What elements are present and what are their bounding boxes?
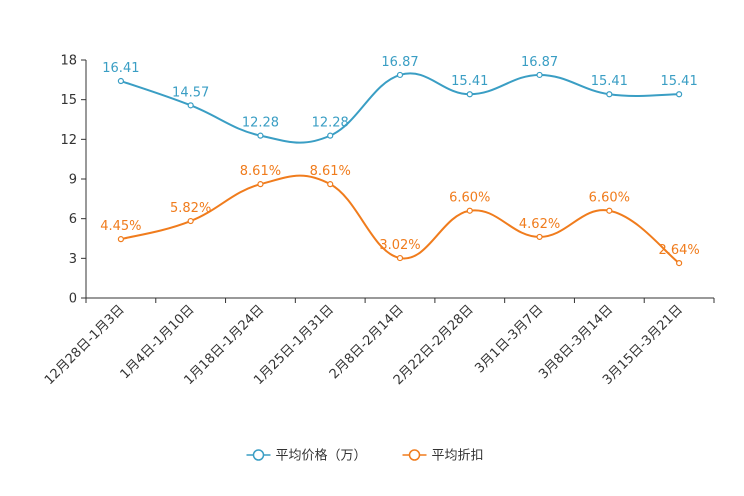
data-point [257, 181, 264, 188]
data-label: 4.45% [100, 219, 141, 234]
data-label: 6.60% [449, 191, 490, 206]
x-category-label: 12月28日-1月3日 [42, 302, 128, 388]
y-tick-label: 0 [69, 292, 77, 307]
data-point [117, 236, 124, 243]
data-point [257, 132, 264, 139]
x-category-label: 2月8日-2月14日 [327, 302, 407, 382]
data-label: 12.28 [312, 116, 349, 131]
series-2: 4.45% 5.82% 8.61% 8.61% 3.02% 6.60% 4.62% 6.60%… [100, 164, 700, 267]
data-label: 8.61% [240, 164, 281, 179]
data-point [466, 91, 473, 98]
y-tick-label: 18 [60, 54, 77, 69]
data-label: 4.62% [519, 217, 560, 232]
data-point [327, 132, 334, 139]
data-point [117, 77, 124, 85]
data-point [676, 91, 683, 98]
data-label: 5.82% [170, 201, 211, 216]
data-label: 14.57 [172, 85, 209, 100]
data-point [466, 207, 473, 214]
data-point [606, 207, 613, 214]
data-label: 15.41 [591, 74, 628, 89]
data-point [396, 254, 404, 262]
x-category-label: 1月4日-1月10日 [118, 302, 198, 382]
data-point [536, 71, 543, 79]
data-point [606, 91, 613, 98]
legend-label: 平均价格（万） [276, 448, 367, 464]
legend-label: 平均折扣 [432, 449, 484, 464]
y-tick-label: 9 [69, 173, 77, 188]
data-point [536, 233, 543, 241]
legend-item-1[interactable]: 平均价格（万） [246, 448, 367, 464]
data-label: 15.41 [661, 74, 698, 89]
series-layer: 16.41 14.57 12.28 12.28 16.87 15.41 16.87 15.41… [100, 55, 700, 267]
y-tick-label: 6 [69, 212, 77, 227]
legend[interactable]: 平均价格（万） 平均折扣 [246, 448, 484, 464]
data-point [327, 181, 334, 188]
data-label: 8.61% [310, 164, 351, 179]
legend-marker-icon [252, 449, 265, 461]
data-label: 16.87 [381, 55, 418, 70]
legend-item-2[interactable]: 平均折扣 [402, 449, 484, 464]
data-label: 6.60% [589, 191, 630, 206]
data-point [396, 71, 404, 79]
data-point [187, 217, 194, 225]
y-tick-label: 12 [60, 133, 77, 148]
y-tick-label: 3 [69, 252, 77, 267]
data-label: 2.64% [658, 243, 699, 258]
data-label: 16.41 [102, 61, 139, 76]
data-label: 15.41 [451, 74, 488, 89]
data-label: 16.87 [521, 55, 558, 70]
x-category-label: 3月8日-3月14日 [536, 302, 616, 382]
data-label: 3.02% [379, 238, 420, 253]
data-point [187, 102, 194, 109]
x-category-label: 3月1日-3月7日 [472, 302, 546, 376]
y-axis: 0 3 6 9 12 15 18 [60, 54, 87, 307]
data-label: 12.28 [242, 116, 279, 131]
y-tick-label: 15 [60, 93, 77, 108]
data-point [676, 259, 683, 267]
legend-marker-icon [408, 449, 421, 461]
x-axis: 12月28日-1月3日1月4日-1月10日1月18日-1月24日1月25日-1月… [42, 297, 715, 388]
series-1: 16.41 14.57 12.28 12.28 16.87 15.41 16.87 15.41… [102, 55, 698, 144]
